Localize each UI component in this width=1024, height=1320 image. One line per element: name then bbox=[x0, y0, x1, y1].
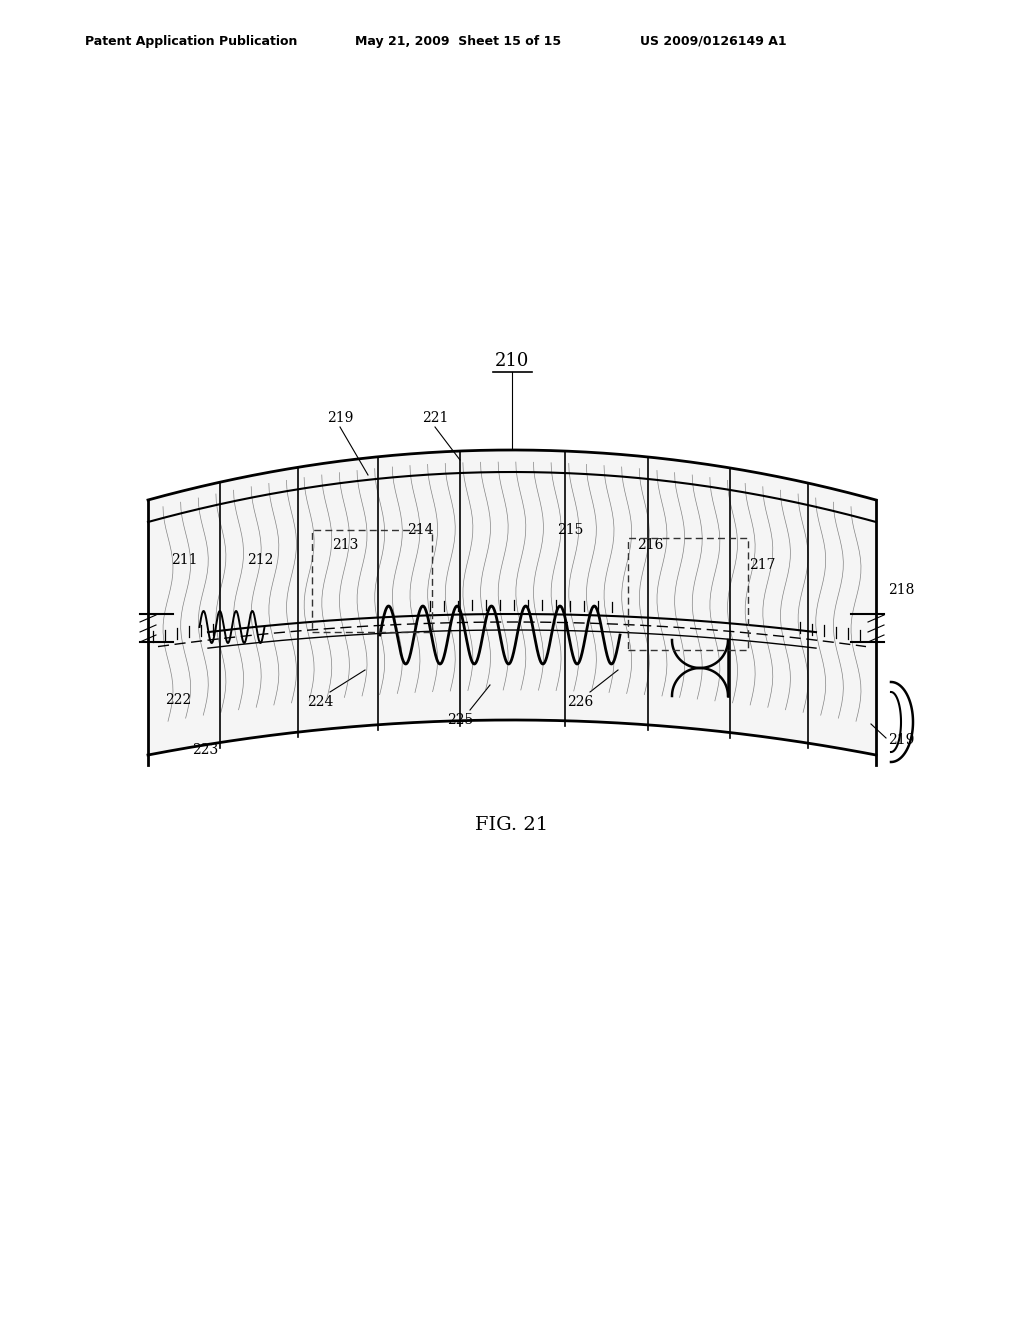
Text: 221: 221 bbox=[422, 411, 449, 425]
Text: 217: 217 bbox=[749, 558, 775, 572]
Text: Patent Application Publication: Patent Application Publication bbox=[85, 36, 297, 48]
Text: 218: 218 bbox=[888, 583, 914, 597]
Text: FIG. 21: FIG. 21 bbox=[475, 816, 549, 834]
Text: 223: 223 bbox=[191, 743, 218, 756]
Polygon shape bbox=[148, 450, 876, 755]
Text: May 21, 2009  Sheet 15 of 15: May 21, 2009 Sheet 15 of 15 bbox=[355, 36, 561, 48]
Text: 224: 224 bbox=[307, 696, 333, 709]
Text: 222: 222 bbox=[165, 693, 191, 708]
Text: 215: 215 bbox=[557, 523, 584, 537]
Text: 216: 216 bbox=[637, 539, 664, 552]
Text: 226: 226 bbox=[567, 696, 593, 709]
Text: 210: 210 bbox=[495, 352, 529, 370]
Text: 213: 213 bbox=[332, 539, 358, 552]
Text: 211: 211 bbox=[171, 553, 198, 568]
Text: 219: 219 bbox=[327, 411, 353, 425]
Text: 225: 225 bbox=[446, 713, 473, 727]
Text: US 2009/0126149 A1: US 2009/0126149 A1 bbox=[640, 36, 786, 48]
Text: 212: 212 bbox=[247, 553, 273, 568]
Text: 214: 214 bbox=[407, 523, 433, 537]
Text: 219: 219 bbox=[888, 733, 914, 747]
